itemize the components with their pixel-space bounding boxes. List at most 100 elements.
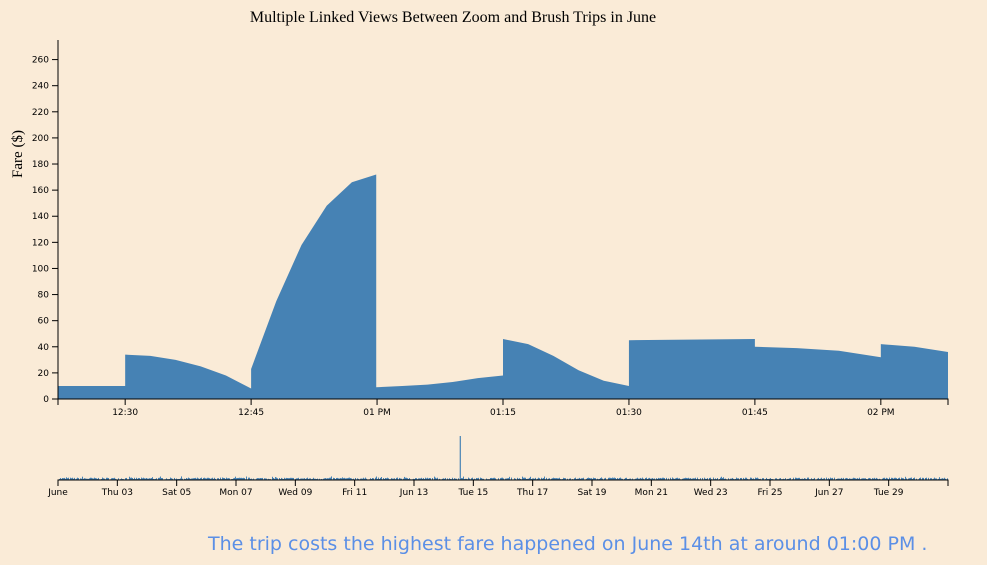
- mini-bar: [381, 477, 382, 480]
- mini-bar: [636, 478, 637, 480]
- mini-bar: [853, 477, 854, 480]
- mini-bar: [620, 477, 621, 480]
- mini-bar: [851, 478, 852, 480]
- mini-bar: [86, 478, 87, 480]
- context-chart[interactable]: June Thu 03 Sat 05 Mon 07 Wed 09 Fri 11 Jun 13…: [47, 436, 949, 498]
- mini-bar: [508, 478, 509, 480]
- mini-bar: [931, 478, 932, 480]
- mini-bar: [378, 477, 379, 480]
- mini-bar: [938, 478, 939, 480]
- mini-bar: [272, 476, 273, 480]
- mini-bar: [226, 477, 227, 480]
- mini-bar: [829, 478, 830, 480]
- mini-bar: [854, 477, 855, 480]
- mini-bar: [776, 478, 777, 480]
- mini-bar: [659, 478, 660, 480]
- mini-bar: [264, 478, 265, 480]
- mini-bar: [668, 478, 669, 480]
- mini-bar: [152, 477, 153, 480]
- mini-bar: [721, 476, 722, 480]
- mini-bar: [518, 478, 519, 480]
- mini-bar: [291, 477, 292, 480]
- mini-bar: [113, 478, 114, 480]
- mini-bar: [375, 477, 376, 480]
- mini-bar: [500, 478, 501, 480]
- mini-bar: [933, 478, 934, 480]
- mini-bar: [757, 477, 758, 480]
- mini-bar: [898, 478, 899, 480]
- mini-bar: [170, 477, 171, 480]
- mini-bar: [692, 478, 693, 480]
- mini-bar: [517, 477, 518, 480]
- mini-bar: [288, 478, 289, 480]
- mini-bar: [493, 477, 494, 480]
- mini-bar: [308, 478, 309, 480]
- mini-bar: [179, 478, 180, 480]
- mini-bar: [522, 476, 523, 480]
- mini-bar: [707, 478, 708, 480]
- mini-bar: [503, 478, 504, 480]
- mini-bar: [423, 478, 424, 480]
- mini-bar: [752, 478, 753, 480]
- x-tick-label: 12:45: [238, 408, 264, 418]
- mini-bar: [143, 477, 144, 480]
- mini-bar: [435, 477, 436, 480]
- mini-bar: [149, 478, 150, 480]
- mini-bar: [85, 478, 86, 480]
- mini-bar: [524, 477, 525, 480]
- mini-bar: [843, 477, 844, 480]
- mini-bar: [341, 478, 342, 480]
- mini-bar: [654, 478, 655, 480]
- mini-bar: [604, 478, 605, 480]
- mini-bar: [156, 478, 157, 480]
- mini-bar: [339, 478, 340, 480]
- mini-bar: [759, 478, 760, 480]
- mini-bar: [682, 478, 683, 480]
- mini-bar: [590, 478, 591, 480]
- mini-bar: [546, 477, 547, 480]
- y-tick-label: 180: [32, 160, 49, 170]
- mini-bar: [64, 477, 65, 480]
- mini-bar: [638, 478, 639, 480]
- mini-bar: [491, 477, 492, 480]
- focus-chart[interactable]: 0 20 40 60 80 100 120 140 160 180 200 220 240 260 12:…: [32, 40, 949, 418]
- x-tick-label: 01:45: [742, 408, 768, 418]
- mini-bar: [397, 477, 398, 480]
- mini-bar: [452, 477, 453, 480]
- mini-bar: [189, 478, 190, 480]
- mini-bar: [661, 478, 662, 480]
- mini-bar: [814, 477, 815, 480]
- mini-bar: [90, 477, 91, 480]
- mini-bar: [621, 478, 622, 480]
- mini-bar: [357, 478, 358, 480]
- mini-bar: [939, 477, 940, 480]
- mini-bar: [474, 478, 475, 480]
- mini-bar: [858, 478, 859, 480]
- mini-bar: [266, 478, 267, 480]
- y-tick-label: 80: [38, 291, 50, 301]
- mini-bar: [391, 478, 392, 480]
- mini-bar: [207, 477, 208, 480]
- mini-bar: [567, 478, 568, 480]
- mini-bar: [874, 477, 875, 480]
- mini-bar: [420, 478, 421, 480]
- mini-bar: [649, 477, 650, 480]
- brush-overlay[interactable]: [58, 436, 948, 482]
- mini-bar: [820, 478, 821, 480]
- mini-bar: [686, 477, 687, 480]
- mini-bar: [804, 478, 805, 480]
- mini-bar: [112, 478, 113, 480]
- mini-bar: [210, 478, 211, 480]
- mini-bar: [401, 478, 402, 480]
- mini-bar: [588, 477, 589, 480]
- mini-bar: [380, 477, 381, 480]
- mini-bar: [201, 477, 202, 480]
- mini-bar: [688, 477, 689, 480]
- x-axis: 12:30 12:45 01 PM 01:15 01:30 01:45 02 PM: [57, 398, 949, 418]
- mini-bar: [483, 478, 484, 480]
- mini-bar: [563, 477, 564, 480]
- mini-bar: [203, 477, 204, 480]
- mini-bar: [340, 478, 341, 480]
- mini-bar: [706, 478, 707, 480]
